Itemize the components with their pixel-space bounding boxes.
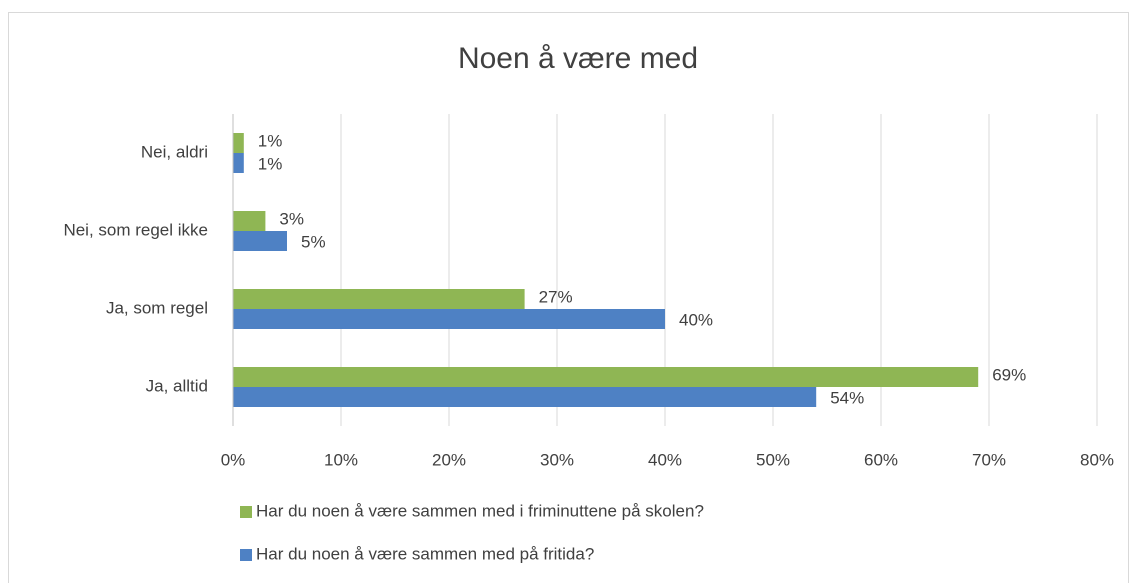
value-label: 40%	[679, 310, 713, 329]
bar	[233, 289, 525, 309]
bar	[233, 387, 817, 407]
value-label: 69%	[992, 365, 1026, 384]
legend-swatch	[240, 549, 252, 561]
bar	[233, 153, 244, 173]
value-label: 27%	[539, 287, 573, 306]
y-tick-label: Ja, alltid	[146, 376, 208, 395]
x-tick-label: 30%	[540, 450, 574, 469]
y-tick-label: Nei, aldri	[141, 142, 208, 161]
x-tick-label: 50%	[756, 450, 790, 469]
legend-swatch	[240, 506, 252, 518]
value-label: 1%	[258, 154, 283, 173]
bar	[233, 367, 979, 387]
value-label: 1%	[258, 131, 283, 150]
x-tick-label: 20%	[432, 450, 466, 469]
x-tick-label: 70%	[972, 450, 1006, 469]
value-label: 3%	[279, 209, 304, 228]
bar	[233, 309, 665, 329]
x-tick-label: 60%	[864, 450, 898, 469]
value-label: 54%	[830, 388, 864, 407]
bar	[233, 133, 244, 153]
value-label: 5%	[301, 232, 326, 251]
bar	[233, 211, 266, 231]
chart-title: Noen å være med	[458, 42, 698, 75]
y-tick-label: Nei, som regel ikke	[63, 220, 208, 239]
legend-label: Har du noen å være sammen med i friminut…	[256, 501, 704, 520]
x-tick-label: 80%	[1080, 450, 1114, 469]
legend-label: Har du noen å være sammen med på fritida…	[256, 544, 594, 563]
bar	[233, 231, 287, 251]
x-tick-label: 40%	[648, 450, 682, 469]
x-tick-label: 10%	[324, 450, 358, 469]
y-tick-label: Ja, som regel	[106, 298, 208, 317]
x-tick-label: 0%	[221, 450, 246, 469]
chart-border	[8, 12, 1129, 583]
